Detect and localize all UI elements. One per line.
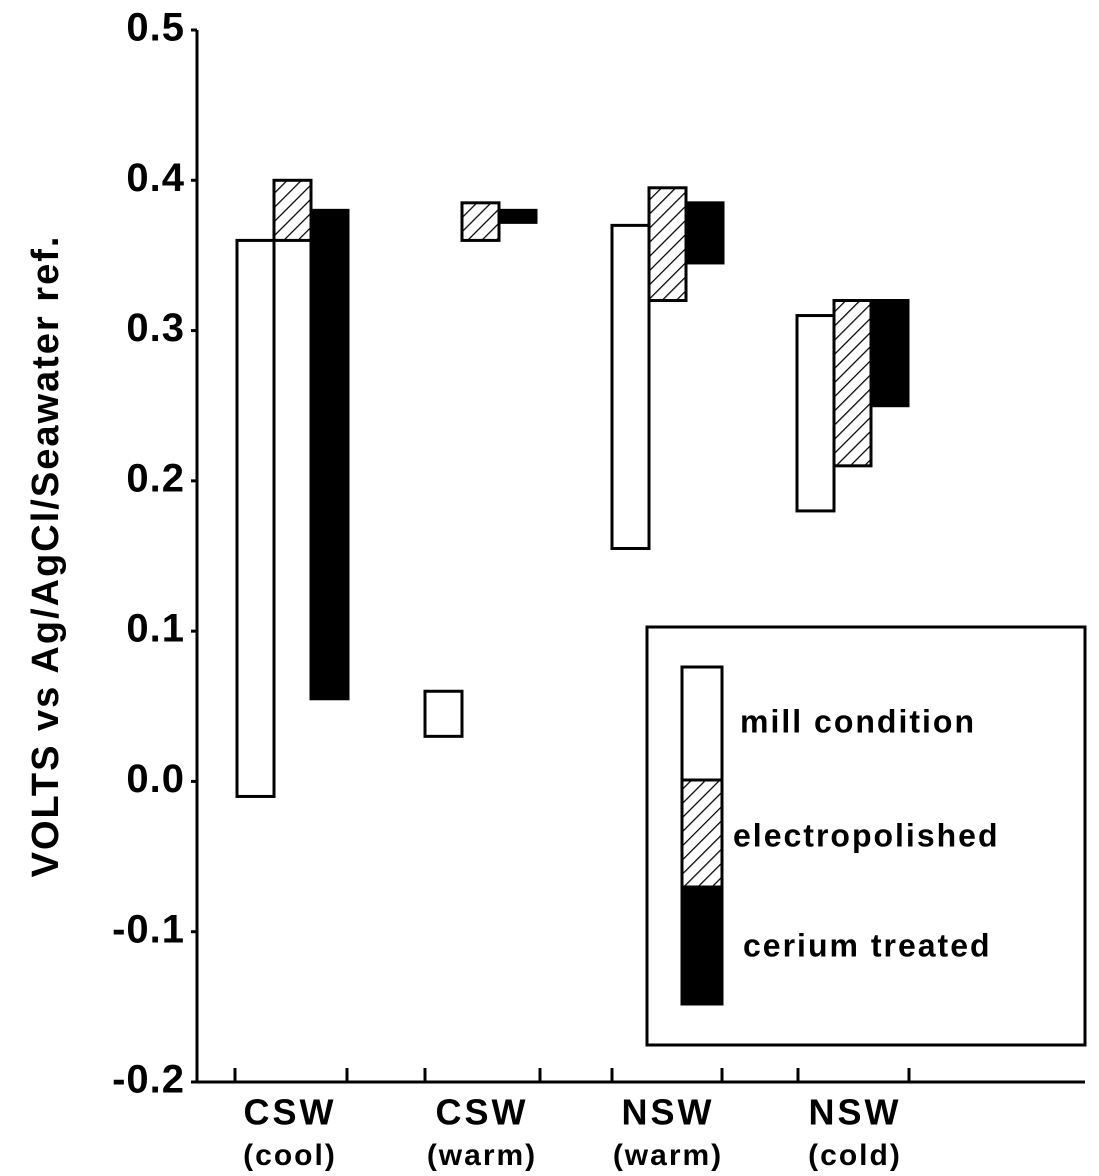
x-tick-sublabel: (warm) — [427, 1139, 537, 1172]
y-tick-label: -0.2 — [112, 1058, 185, 1102]
x-tick-sublabel: (cool) — [243, 1139, 337, 1172]
bar — [869, 299, 910, 408]
bar — [647, 186, 688, 303]
bar — [795, 314, 836, 513]
bar — [309, 208, 350, 701]
y-axis-label: VOLTS vs Ag/AgCl/Seawater ref. — [25, 235, 67, 878]
legend-swatch — [680, 665, 724, 782]
y-tick-label: 0.0 — [126, 757, 185, 801]
legend-swatch — [680, 778, 724, 889]
legend-label: cerium treated — [743, 927, 992, 963]
bar — [272, 178, 313, 242]
bar — [235, 238, 276, 798]
y-tick-label: 0.5 — [126, 6, 185, 50]
bar — [460, 201, 501, 242]
x-tick-sublabel: (cold) — [808, 1139, 902, 1172]
x-tick-label: NSW — [809, 1092, 902, 1133]
x-tick-label: NSW — [622, 1092, 715, 1133]
y-tick-label: -0.1 — [112, 907, 185, 951]
y-tick-label: 0.4 — [126, 156, 185, 200]
y-tick-label: 0.3 — [126, 306, 185, 350]
legend-label: mill condition — [740, 703, 976, 739]
legend-label: electropolished — [733, 817, 1000, 853]
x-ticks — [233, 1068, 911, 1082]
x-tick-sublabel: (warm) — [613, 1139, 723, 1172]
y-tick-label: 0.2 — [126, 456, 185, 500]
bar — [610, 223, 651, 550]
bar — [684, 201, 725, 265]
bar — [423, 689, 464, 738]
x-tick-label: CSW — [436, 1092, 529, 1133]
x-tick-label: CSW — [244, 1092, 337, 1133]
bar — [832, 299, 873, 468]
y-tick-label: 0.1 — [126, 607, 185, 651]
legend-swatch — [680, 885, 724, 1006]
bar — [497, 208, 538, 224]
legend-box — [645, 625, 1087, 1047]
